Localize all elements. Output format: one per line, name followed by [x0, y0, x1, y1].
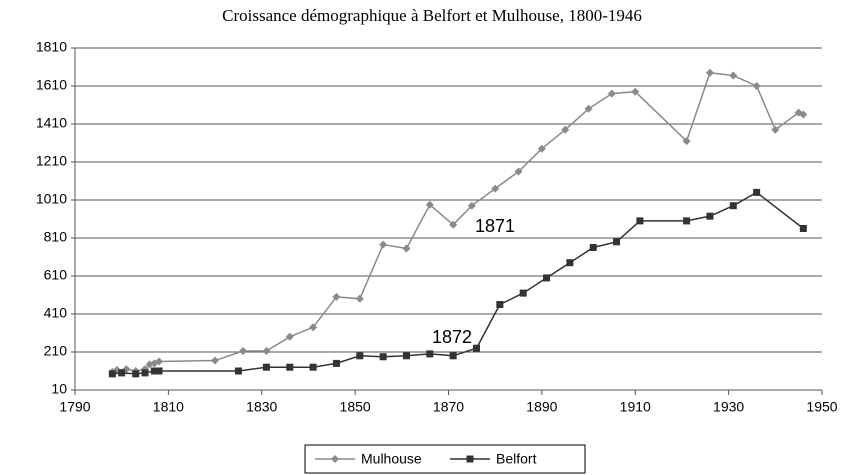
x-tick-label: 1910 [620, 399, 651, 415]
y-tick-label: 210 [44, 343, 68, 359]
marker [467, 201, 476, 210]
legend-label: Mulhouse [361, 451, 422, 467]
x-tick-label: 1870 [433, 399, 464, 415]
marker [285, 332, 294, 341]
x-tick-label: 1850 [340, 399, 371, 415]
marker [771, 125, 780, 134]
marker [449, 352, 457, 360]
marker [636, 217, 644, 225]
marker [683, 217, 691, 225]
marker [332, 292, 341, 301]
marker [108, 370, 116, 378]
marker [262, 363, 270, 371]
y-tick-label: 1010 [36, 191, 67, 207]
marker [234, 367, 242, 375]
marker [705, 68, 714, 77]
marker [402, 244, 411, 253]
annotation: 1871 [475, 216, 515, 236]
marker [426, 350, 434, 358]
marker [543, 274, 551, 282]
marker [309, 323, 318, 332]
marker [491, 184, 500, 193]
y-tick-label: 1610 [36, 77, 67, 93]
marker [155, 367, 163, 375]
marker [141, 369, 149, 377]
legend: Mulhouse Belfort [304, 444, 586, 474]
marker [729, 71, 738, 80]
marker [449, 220, 458, 229]
marker [584, 104, 593, 113]
marker [309, 363, 317, 371]
y-tick-label: 810 [44, 229, 68, 245]
marker [331, 455, 339, 463]
marker [496, 301, 504, 308]
y-tick-label: 610 [44, 267, 68, 283]
x-tick-label: 1830 [246, 399, 277, 415]
marker [473, 344, 481, 352]
marker [356, 352, 364, 360]
marker [425, 200, 434, 209]
marker [589, 244, 597, 251]
marker [379, 240, 388, 249]
marker [799, 110, 808, 119]
marker [150, 367, 158, 375]
marker [706, 212, 714, 220]
marker [286, 363, 294, 371]
annotation: 1872 [432, 327, 472, 347]
chart-title: Croissance démographique à Belfort et Mu… [222, 6, 642, 25]
marker [537, 144, 546, 153]
marker [132, 370, 140, 378]
marker [613, 238, 621, 246]
marker [753, 188, 761, 196]
x-tick-label: 1890 [526, 399, 557, 415]
legend-label: Belfort [496, 451, 537, 467]
marker [262, 347, 271, 356]
marker [332, 359, 340, 367]
x-tick-label: 1810 [153, 399, 184, 415]
marker [118, 369, 126, 377]
marker [402, 352, 410, 360]
marker [239, 347, 248, 356]
marker [799, 225, 807, 232]
y-tick-label: 1810 [36, 39, 67, 55]
marker [519, 289, 527, 297]
marker [355, 294, 364, 303]
x-tick-label: 1790 [59, 399, 90, 415]
x-tick-label: 1950 [806, 399, 837, 415]
marker [561, 125, 570, 134]
marker [155, 357, 164, 366]
y-tick-label: 10 [51, 381, 67, 397]
marker [566, 259, 574, 267]
marker [752, 82, 761, 90]
marker [682, 137, 691, 146]
marker [514, 167, 523, 176]
marker [607, 89, 616, 98]
y-tick-label: 1410 [36, 115, 67, 131]
y-tick-label: 410 [44, 305, 68, 321]
x-tick-label: 1930 [713, 399, 744, 415]
marker [379, 353, 387, 361]
marker [211, 356, 220, 365]
marker [631, 87, 640, 96]
y-tick-label: 1210 [36, 153, 67, 169]
marker [729, 202, 737, 210]
marker [466, 455, 474, 463]
